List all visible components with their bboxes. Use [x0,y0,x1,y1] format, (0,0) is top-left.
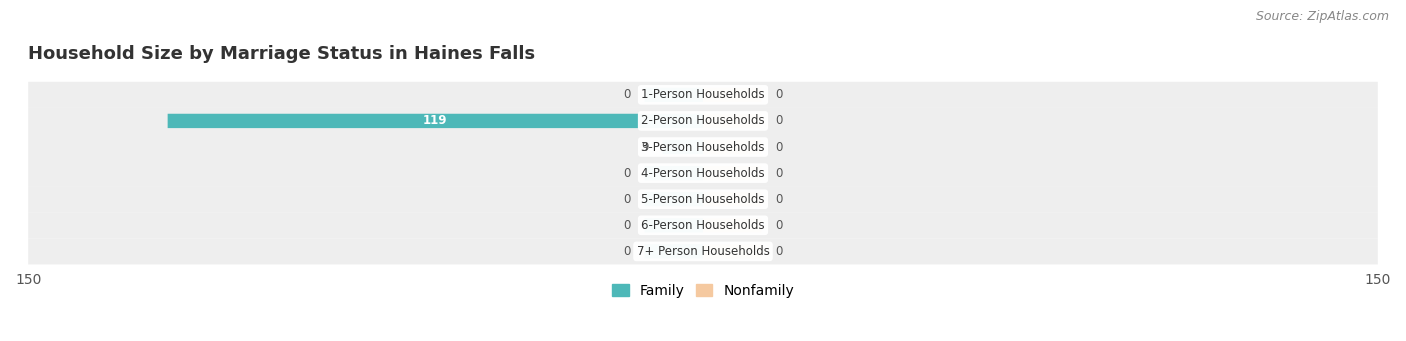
Text: 7+ Person Households: 7+ Person Households [637,245,769,258]
FancyBboxPatch shape [28,108,1378,134]
FancyBboxPatch shape [644,244,703,258]
Text: 0: 0 [624,193,631,206]
Text: 119: 119 [423,115,447,128]
Text: 0: 0 [624,88,631,101]
FancyBboxPatch shape [28,238,1378,264]
FancyBboxPatch shape [703,244,762,258]
Text: 0: 0 [775,88,782,101]
Text: 0: 0 [775,140,782,153]
FancyBboxPatch shape [703,88,762,102]
Text: 3-Person Households: 3-Person Households [641,140,765,153]
FancyBboxPatch shape [644,166,703,180]
Text: Household Size by Marriage Status in Haines Falls: Household Size by Marriage Status in Hai… [28,45,536,63]
Text: 0: 0 [624,219,631,232]
Text: 2-Person Households: 2-Person Households [641,115,765,128]
Text: 0: 0 [775,245,782,258]
Text: 6-Person Households: 6-Person Households [641,219,765,232]
FancyBboxPatch shape [167,114,703,128]
FancyBboxPatch shape [703,114,762,128]
Text: 4-Person Households: 4-Person Households [641,167,765,180]
FancyBboxPatch shape [662,140,703,154]
FancyBboxPatch shape [28,160,1378,186]
Text: 0: 0 [624,167,631,180]
Text: 1-Person Households: 1-Person Households [641,88,765,101]
Text: 0: 0 [624,245,631,258]
FancyBboxPatch shape [703,218,762,233]
FancyBboxPatch shape [28,212,1378,238]
Text: 5-Person Households: 5-Person Households [641,193,765,206]
Text: Source: ZipAtlas.com: Source: ZipAtlas.com [1256,10,1389,23]
Text: 0: 0 [775,193,782,206]
FancyBboxPatch shape [644,88,703,102]
FancyBboxPatch shape [703,192,762,206]
FancyBboxPatch shape [28,134,1378,160]
Text: 9: 9 [641,140,650,153]
FancyBboxPatch shape [644,218,703,233]
Legend: Family, Nonfamily: Family, Nonfamily [606,278,800,303]
FancyBboxPatch shape [644,192,703,206]
FancyBboxPatch shape [703,166,762,180]
Text: 0: 0 [775,115,782,128]
FancyBboxPatch shape [28,82,1378,108]
FancyBboxPatch shape [703,140,762,154]
FancyBboxPatch shape [28,186,1378,212]
Text: 0: 0 [775,167,782,180]
Text: 0: 0 [775,219,782,232]
